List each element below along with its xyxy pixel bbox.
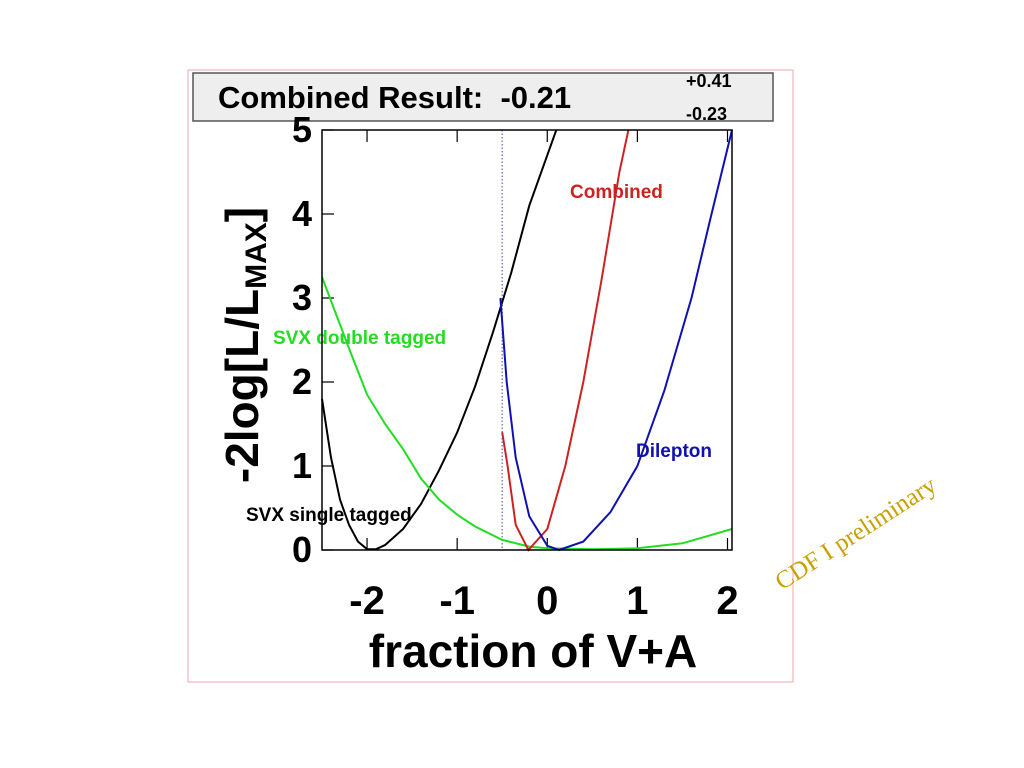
y-tick-label: 2 [292, 361, 312, 402]
preliminary-annotation: CDF I preliminary [771, 471, 942, 595]
title-box [192, 72, 774, 122]
y-axis-label-subscript: MAX [240, 222, 273, 289]
y-axis-label: -2log[L/LMAX] [216, 207, 273, 483]
series-label: Dilepton [636, 441, 712, 462]
title-error-up: +0.41 [686, 71, 732, 91]
series-line [321, 276, 733, 551]
y-tick-label: 3 [292, 277, 312, 318]
y-tick-label: 0 [292, 529, 312, 570]
x-tick-label: 0 [536, 579, 558, 623]
y-tick-label: 4 [292, 193, 312, 234]
series-label: Combined [570, 182, 663, 203]
x-tick-label: 2 [716, 579, 738, 623]
series-line [321, 129, 558, 551]
series-label: SVX double tagged [273, 328, 446, 349]
y-axis-label-text: -2log[L/L [216, 289, 268, 483]
plot-frame [321, 129, 733, 551]
chart-title: Combined Result: -0.21 [218, 80, 571, 115]
x-tick-label: -1 [439, 579, 475, 623]
x-axis-label: fraction of V+A [369, 625, 697, 677]
x-tick-label: -2 [349, 579, 385, 623]
frame [187, 69, 794, 683]
series-label: SVX single tagged [246, 505, 412, 526]
y-tick-label: 1 [292, 445, 312, 486]
series-line [501, 129, 630, 552]
title-error-down: -0.23 [686, 104, 727, 124]
y-tick-label: 5 [292, 109, 312, 150]
y-axis-label-close: ] [216, 207, 268, 222]
x-tick-label: 1 [626, 579, 648, 623]
series-line [499, 129, 733, 552]
